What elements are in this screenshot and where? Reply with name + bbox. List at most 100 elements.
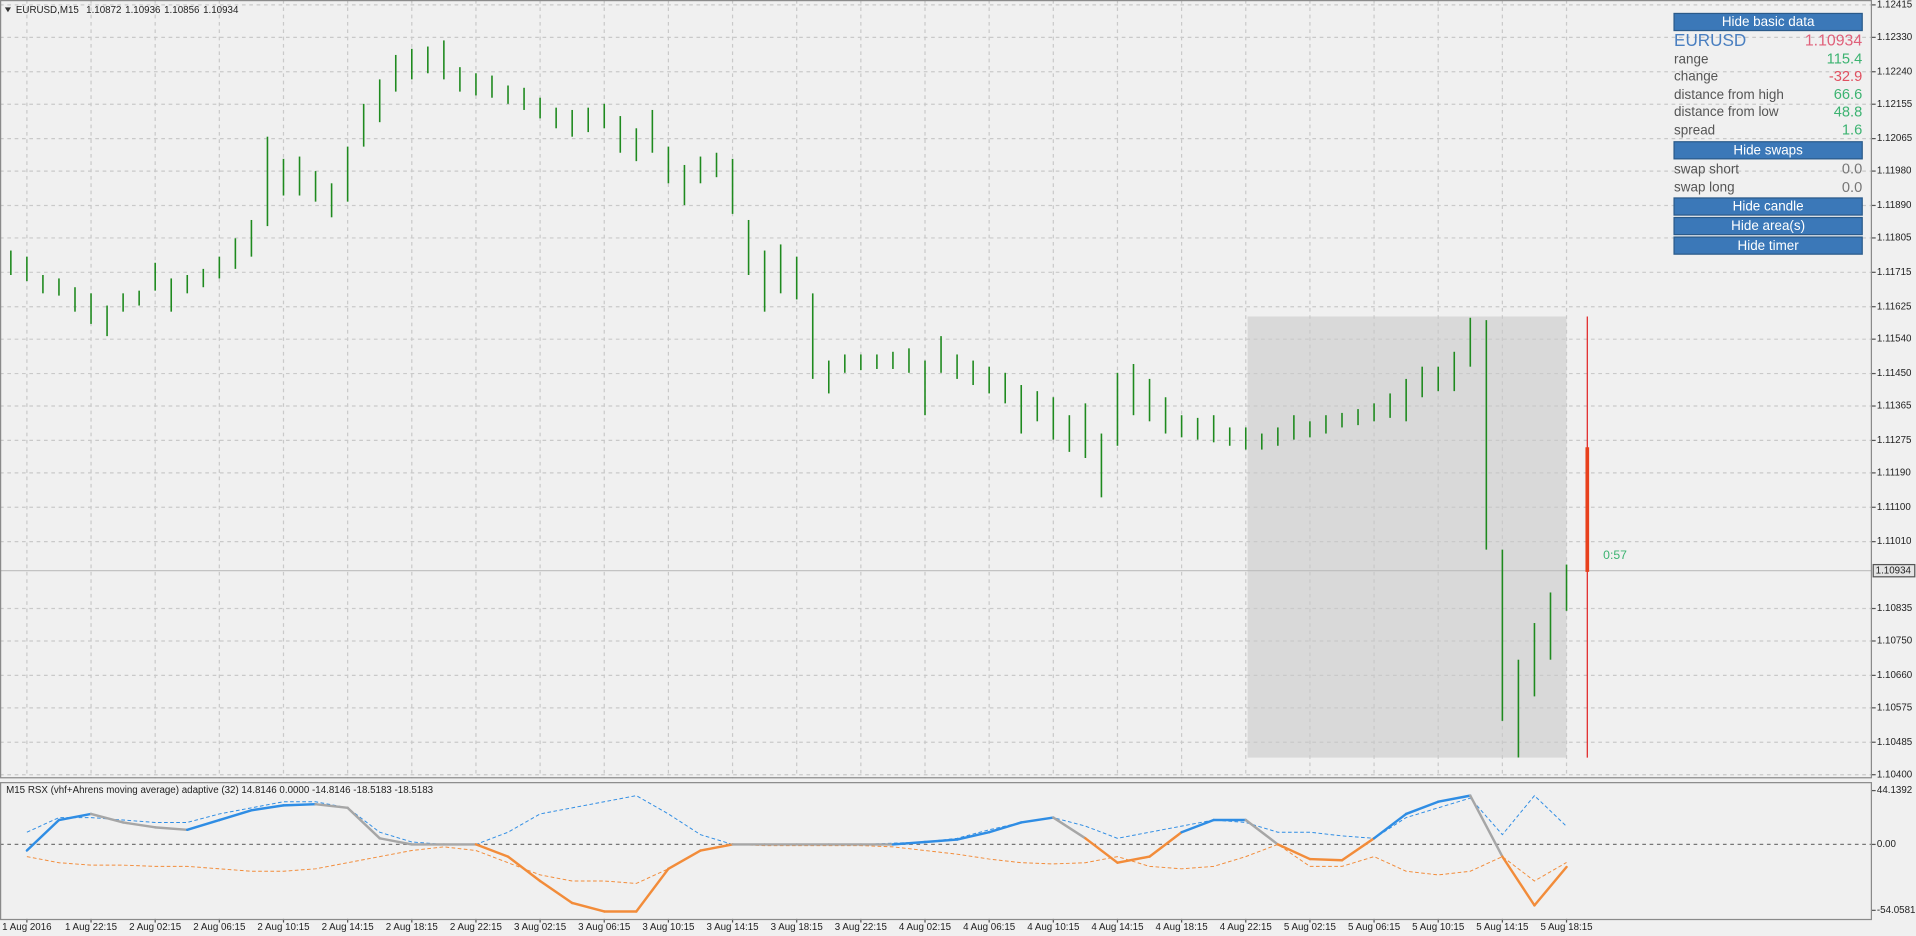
x-tick-label: 4 Aug 06:15 <box>963 922 1016 933</box>
low: 1.10856 <box>164 4 199 15</box>
row-label: distance from high <box>1674 87 1784 102</box>
y-tick-label: 1.11275 <box>1877 435 1912 446</box>
y-tick-label: 0.00 <box>1877 839 1897 850</box>
x-tick-label: 4 Aug 02:15 <box>899 922 952 933</box>
info-panel: Hide basic data EURUSD 1.10934 range 115… <box>1673 12 1863 255</box>
rsx-line <box>1276 843 1312 861</box>
rsx-line <box>1372 812 1408 840</box>
y-tick-label: 1.12155 <box>1877 99 1913 110</box>
rsx-line <box>89 812 125 824</box>
rsx-line <box>1084 837 1119 864</box>
open: 1.10872 <box>86 4 121 15</box>
rsx-line <box>1148 831 1183 858</box>
y-tick-label: 1.10660 <box>1877 670 1913 681</box>
x-tick-label: 5 Aug 18:15 <box>1540 922 1593 933</box>
rsx-line <box>1180 818 1215 834</box>
x-tick-label: 3 Aug 22:15 <box>835 922 888 933</box>
x-tick-label: 1 Aug 22:15 <box>65 922 118 933</box>
rsx-line <box>1116 855 1151 864</box>
rsx-line <box>699 843 734 852</box>
x-tick-label: 4 Aug 14:15 <box>1091 922 1144 933</box>
row-value: 0.0 <box>1842 162 1862 178</box>
y-tick-label: 1.10575 <box>1877 702 1913 713</box>
x-tick-label: 3 Aug 06:15 <box>578 922 631 933</box>
x-tick-label: 2 Aug 10:15 <box>257 922 310 933</box>
button-label[interactable]: Hide candle <box>1733 199 1804 214</box>
x-tick-label: 4 Aug 10:15 <box>1027 922 1080 933</box>
y-tick-label: 1.11010 <box>1877 536 1912 547</box>
rsx-line <box>1404 800 1440 816</box>
current-price-box <box>1872 563 1916 578</box>
rsx-line <box>314 802 349 810</box>
rsx-line <box>570 901 606 913</box>
y-tick-label: 1.11715 <box>1877 267 1912 278</box>
rsx-line <box>538 879 574 905</box>
x-tick-label: 2 Aug 22:15 <box>450 922 503 933</box>
button-label[interactable]: Hide timer <box>1738 238 1800 253</box>
rsx-line <box>635 867 670 913</box>
x-tick-label: 2 Aug 18:15 <box>386 922 439 933</box>
rsx-line <box>346 806 381 840</box>
rsx-line <box>506 855 542 883</box>
row-value: 115.4 <box>1827 52 1863 68</box>
current-price-label: 1.10934 <box>1876 565 1912 576</box>
high: 1.10936 <box>125 4 160 15</box>
button[interactable]: Hide swaps <box>1673 141 1863 160</box>
rsx-line <box>1052 816 1087 840</box>
rsx-line <box>250 804 285 812</box>
menu-arrow[interactable] <box>4 7 11 13</box>
x-tick-label: 1 Aug 2016 <box>2 922 51 933</box>
rsx-line <box>1020 816 1055 824</box>
row-value: -32.9 <box>1829 69 1862 85</box>
rsx-line <box>955 831 991 841</box>
row-value: 66.6 <box>1834 87 1863 103</box>
button[interactable]: Hide basic data <box>1673 12 1863 32</box>
y-tick-label: 1.11540 <box>1877 334 1912 345</box>
button-label[interactable]: Hide swaps <box>1733 142 1803 157</box>
y-tick-label: 1.11190 <box>1877 467 1911 478</box>
rsx-line <box>987 821 1023 834</box>
chart-header: EURUSD,M15 1.10872 1.10936 1.10856 1.10934 <box>16 4 239 15</box>
button-label[interactable]: Hide basic data <box>1722 14 1815 29</box>
x-tick-label: 3 Aug 18:15 <box>771 922 824 933</box>
rsx-line <box>1308 857 1344 862</box>
y-tick-label: 1.10485 <box>1877 737 1913 748</box>
y-tick-label: 1.10400 <box>1877 769 1913 780</box>
panel-symbol: EURUSD <box>1674 31 1746 50</box>
rsx-line <box>1244 818 1280 846</box>
y-tick-label: 1.11100 <box>1877 502 1911 513</box>
rsx-line <box>1533 865 1568 907</box>
rsx-line <box>378 837 414 846</box>
x-tick-label: 4 Aug 18:15 <box>1156 922 1209 933</box>
button[interactable]: Hide area(s) <box>1673 216 1863 236</box>
rsx-line <box>1501 855 1536 907</box>
rsx-line <box>474 843 510 858</box>
x-tick-label: 5 Aug 10:15 <box>1412 922 1465 933</box>
timer: 0:57 <box>1603 548 1627 562</box>
rsx-line <box>186 818 221 832</box>
row-label: spread <box>1674 122 1715 137</box>
highlight-area <box>1247 316 1567 758</box>
y-tick-label: 1.11890 <box>1877 200 1912 211</box>
y-tick-label: 1.11625 <box>1877 301 1912 312</box>
rsx-line <box>153 826 189 832</box>
row-label: swap short <box>1674 161 1739 176</box>
rsx-line <box>282 802 317 807</box>
y-tick-label: 1.12240 <box>1877 66 1913 77</box>
row-value: 48.8 <box>1834 104 1863 120</box>
y-tick-label: 1.11365 <box>1877 401 1912 412</box>
x-tick-label: 2 Aug 06:15 <box>193 922 246 933</box>
rsx-line <box>1340 837 1376 862</box>
close: 1.10934 <box>203 4 239 15</box>
button[interactable]: Hide candle <box>1673 197 1863 216</box>
button-label[interactable]: Hide area(s) <box>1731 218 1805 233</box>
y-tick-label: 44.1392 <box>1877 785 1912 796</box>
y-tick-label: 1.10750 <box>1877 636 1913 647</box>
x-tick-label: 5 Aug 06:15 <box>1348 922 1401 933</box>
y-tick-label: -54.0581 <box>1877 905 1916 916</box>
button[interactable]: Hide timer <box>1673 236 1863 255</box>
y-tick-label: 1.12330 <box>1877 32 1913 43</box>
symbol: EURUSD,M15 <box>16 4 80 15</box>
